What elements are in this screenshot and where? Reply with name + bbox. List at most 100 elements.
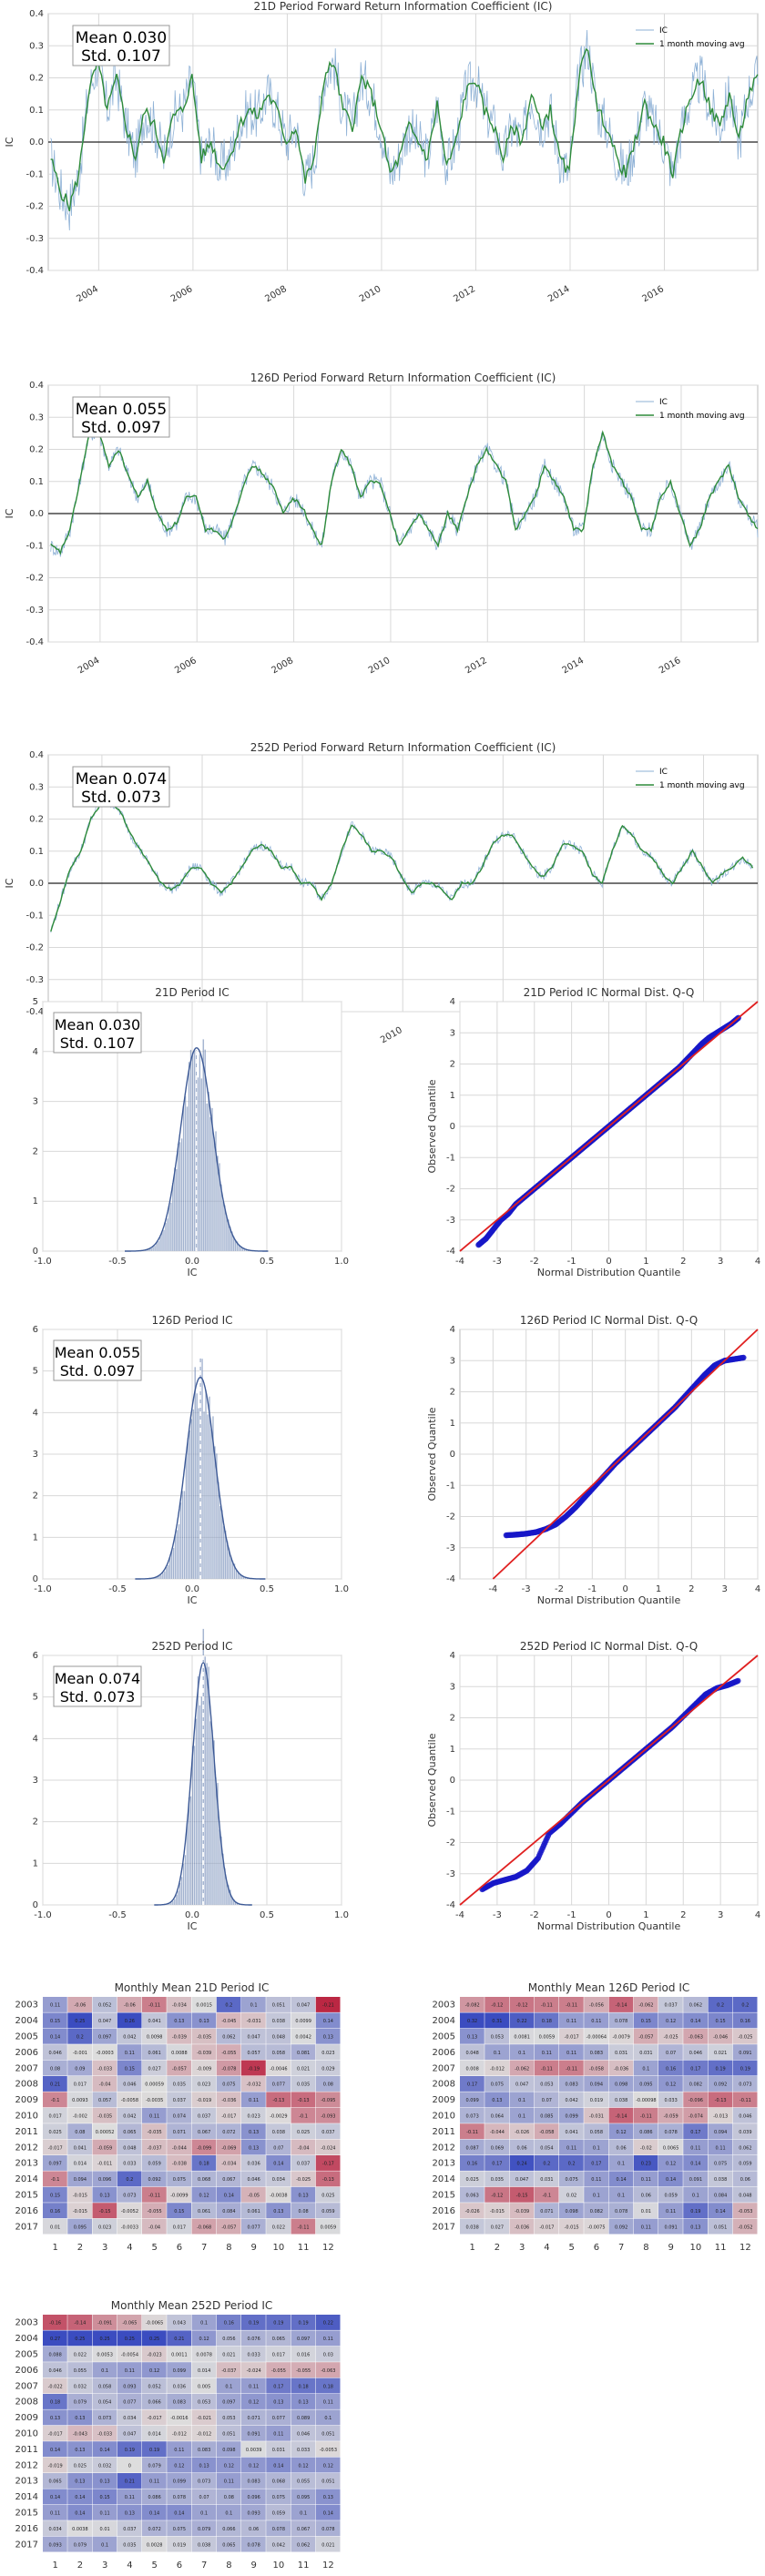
heatmap-cell-value: -0.0053 [320, 2448, 337, 2453]
heatmap-cell-value: 0.11 [100, 2511, 110, 2517]
heatmap-cell [67, 2409, 92, 2426]
heatmap-cell [67, 2028, 92, 2044]
hist-bar [191, 1052, 194, 1252]
heatmap-cell [43, 2520, 67, 2537]
heatmap-cell [142, 2425, 167, 2441]
heatmap-cell [633, 2060, 658, 2076]
heatmap-cell-value: 0.19 [740, 2066, 750, 2072]
x-axis-label: Normal Distribution Quantile [537, 1920, 681, 1932]
heatmap-cell [67, 2139, 92, 2155]
heatmap-cell-value: -0.14 [74, 2321, 86, 2327]
x-tick-label: 2 [680, 1910, 686, 1920]
heatmap-row-label: 2011 [433, 2127, 455, 2137]
heatmap-cell-value: 0.029 [321, 2066, 334, 2072]
heatmap-cell [291, 2425, 316, 2441]
y-tick-label: 0.0 [29, 879, 44, 889]
heatmap-cell-value: -0.017 [539, 2225, 554, 2230]
heatmap-col-label: 11 [298, 2561, 310, 2571]
heatmap-cell [167, 2330, 191, 2347]
heatmap-cell-value: 0.073 [198, 2479, 210, 2485]
x-tick-label: 3 [718, 1910, 723, 1920]
heatmap-cell [534, 2044, 559, 2061]
heatmap-cell [534, 2218, 559, 2235]
heatmap-cell-value: 0.1 [518, 2051, 525, 2056]
heatmap-cell-value: 0.073 [98, 2416, 111, 2421]
heatmap-cell [584, 2186, 608, 2203]
heatmap-cell [658, 2186, 683, 2203]
heatmap-cell [191, 2044, 217, 2061]
heatmap-cell-value: 0.061 [247, 2209, 260, 2215]
heatmap-cell [92, 2409, 117, 2426]
chart-title: 21D Period IC Normal Dist. Q-Q [524, 986, 695, 999]
heatmap-cell-value: 0.038 [272, 2019, 285, 2024]
heatmap-cell-value: 0.12 [299, 2463, 309, 2469]
heatmap-row-label: 2013 [15, 2477, 38, 2487]
heatmap-cell [683, 2139, 708, 2155]
heatmap-col-label: 9 [250, 2243, 256, 2253]
heatmap-cell [191, 2139, 217, 2155]
heatmap-cell [117, 2186, 142, 2203]
heatmap-cell-value: 0.017 [74, 2082, 87, 2088]
heatmap-row-label: 2015 [15, 2191, 38, 2201]
heatmap-cell-value: 0.083 [590, 2051, 603, 2056]
heatmap-cell-value: 0.03 [323, 2353, 333, 2358]
heatmap-cell-value: 0.025 [297, 2130, 310, 2135]
heatmap-cell [43, 2409, 67, 2426]
heatmap-cell-value: 0.025 [74, 2463, 87, 2469]
heatmap-cell [633, 2123, 658, 2140]
hist-bar [190, 1419, 193, 1580]
x-tick-label: -1.0 [34, 1584, 52, 1594]
heatmap-cell [67, 2489, 92, 2505]
heatmap-cell [142, 2012, 167, 2029]
y-tick-label: -0.1 [26, 911, 44, 921]
heatmap-cell-value: 0.21 [174, 2337, 184, 2342]
heatmap-cell [291, 2536, 316, 2552]
x-tick-label: 1.0 [334, 1584, 349, 1594]
heatmap-cell [658, 2123, 683, 2140]
heatmap-cell [167, 2076, 191, 2092]
heatmap-cell [167, 2028, 191, 2044]
heatmap-cell [241, 2076, 266, 2092]
heatmap-cell-value: 0.075 [173, 2527, 186, 2532]
mean-text: Mean 0.074 [55, 1670, 140, 1687]
heatmap-cell-value: 0.047 [247, 2035, 260, 2041]
heatmap-cell [266, 2330, 291, 2347]
chart-title: 126D Period IC Normal Dist. Q-Q [520, 1314, 698, 1327]
heatmap-cell [291, 2107, 316, 2123]
heatmap-cell [534, 2171, 559, 2187]
heatmap-cell-value: 0.097 [222, 2400, 235, 2406]
heatmap-row-label: 2016 [15, 2524, 38, 2534]
hist-bar [191, 1746, 194, 1906]
heatmap-cell [534, 2123, 559, 2140]
heatmap-cell-value: 0.14 [50, 2495, 60, 2500]
heatmap-cell-value: 0.0088 [171, 2051, 188, 2056]
heatmap-cell [216, 2155, 241, 2171]
heatmap-cell-value: 0.051 [714, 2225, 727, 2230]
std-text: Std. 0.097 [60, 1362, 136, 1380]
heatmap-cell-value: 0.059 [739, 2162, 751, 2167]
heatmap-cell-value: -0.15 [99, 2209, 111, 2215]
heatmap-cell [683, 2107, 708, 2123]
y-tick-label: 1 [33, 1858, 38, 1868]
heatmap-cell [241, 2377, 266, 2394]
hist-bar [217, 1481, 219, 1580]
heatmap-cell-value: 0.019 [173, 2542, 186, 2548]
heatmap-cell [509, 2155, 535, 2171]
heatmap-cell [142, 2536, 167, 2552]
heatmap-cell-value: 0.13 [199, 2019, 209, 2024]
heatmap-cell [584, 2012, 608, 2029]
heatmap-cell-value: -0.045 [221, 2019, 236, 2024]
heatmap-row-label: 2012 [15, 2460, 38, 2470]
heatmap-cell-value: 0.064 [491, 2114, 504, 2120]
hist-bar [186, 1822, 189, 1906]
heatmap-cell [241, 2362, 266, 2378]
heatmap-cell [43, 2536, 67, 2552]
heatmap-cell [142, 2076, 167, 2092]
heatmap-cell-value: 0.062 [689, 2003, 702, 2009]
x-tick-label: 0.0 [185, 1257, 199, 1267]
heatmap-row-label: 2016 [433, 2206, 455, 2216]
heatmap-cell-value: -0.02 [640, 2145, 652, 2151]
heatmap-cell-value: 0.11 [249, 2384, 259, 2389]
heatmap-cell [509, 2092, 535, 2108]
heatmap-cell-value: 0.035 [297, 2082, 310, 2088]
